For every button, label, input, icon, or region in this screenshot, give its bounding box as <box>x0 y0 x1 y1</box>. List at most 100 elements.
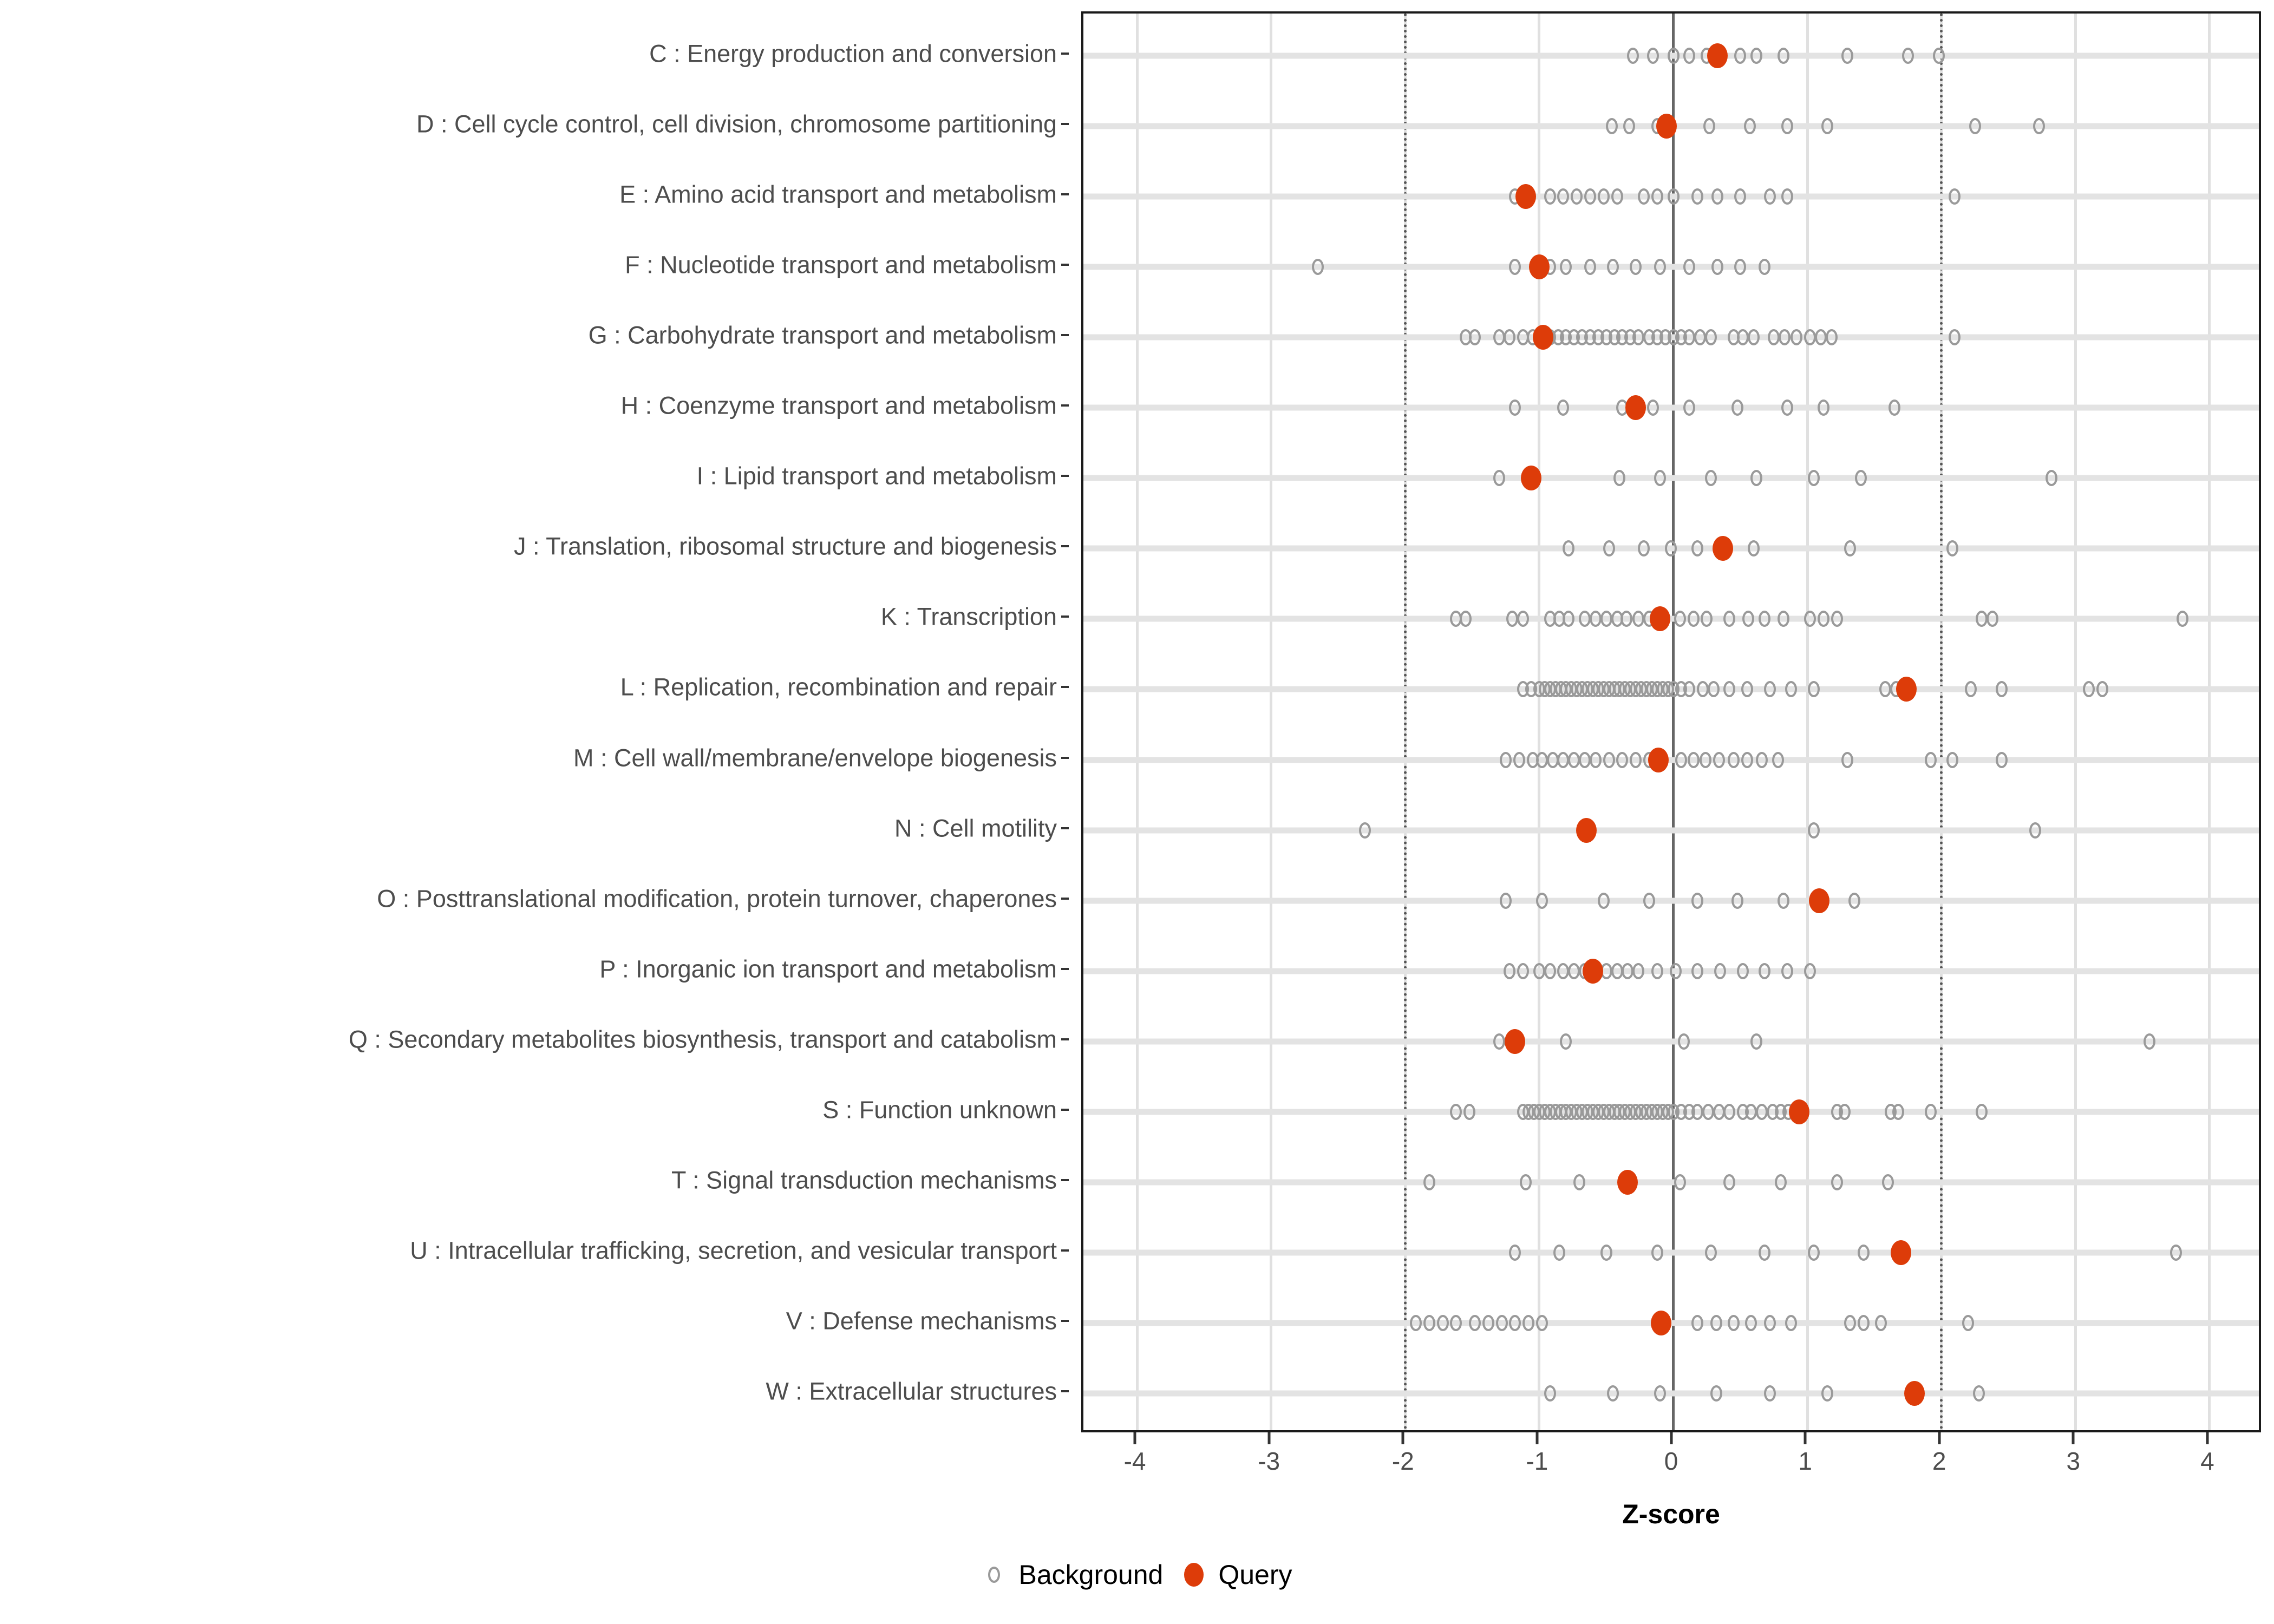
background-point <box>1844 1314 1857 1331</box>
background-point <box>1839 1103 1851 1120</box>
background-point <box>1358 822 1371 839</box>
background-point <box>1607 259 1619 276</box>
query-point <box>1713 536 1734 561</box>
background-point <box>1643 892 1655 909</box>
background-point <box>1600 611 1612 627</box>
x-gridline <box>2208 14 2211 1430</box>
background-point <box>1469 329 1481 346</box>
background-point <box>1976 1103 1988 1120</box>
background-point <box>1654 1385 1666 1402</box>
legend-item-background[interactable]: Background <box>982 1559 1163 1590</box>
y-axis-label-g: G : Carbohydrate transport and metabolis… <box>588 321 1057 349</box>
background-point <box>1742 611 1755 627</box>
y-axis-label-l: L : Replication, recombination and repai… <box>620 673 1057 701</box>
query-point <box>1891 1240 1912 1265</box>
y-tick-mark <box>1061 545 1069 548</box>
legend-item-query[interactable]: Query <box>1181 1559 1292 1590</box>
background-point <box>1493 1033 1505 1050</box>
background-point <box>1699 751 1711 768</box>
background-point <box>1504 962 1516 979</box>
background-point <box>2045 470 2057 487</box>
row-gridline <box>1083 404 2259 411</box>
x-tick-mark <box>1938 1432 1941 1444</box>
query-point <box>1576 817 1597 843</box>
background-point <box>1774 1174 1787 1190</box>
background-point <box>1509 400 1521 416</box>
query-point <box>1656 114 1677 139</box>
background-point <box>1711 188 1724 205</box>
query-point <box>1904 1380 1925 1406</box>
background-point <box>1785 1314 1798 1331</box>
background-point <box>1821 1385 1834 1402</box>
background-point <box>1613 470 1626 487</box>
background-point <box>1312 259 1324 276</box>
background-point <box>1654 470 1666 487</box>
background-point <box>1743 118 1756 135</box>
background-point <box>1996 681 2008 698</box>
background-point <box>1535 1314 1548 1331</box>
background-point <box>1924 1103 1937 1120</box>
x-tick-mark <box>1401 1432 1404 1444</box>
row-gridline <box>1083 1038 2259 1045</box>
background-point <box>1654 259 1666 276</box>
background-point <box>1691 892 1704 909</box>
y-tick-mark <box>1061 686 1069 689</box>
background-point <box>1758 611 1770 627</box>
background-point <box>1848 892 1860 909</box>
background-point <box>1791 329 1803 346</box>
background-point <box>1620 611 1632 627</box>
background-point <box>1611 188 1623 205</box>
background-point <box>1616 751 1629 768</box>
background-point <box>1557 400 1570 416</box>
background-point <box>1553 1244 1566 1261</box>
query-point <box>1809 888 1830 913</box>
background-point <box>1748 329 1760 346</box>
background-point <box>1509 1244 1521 1261</box>
reference-line-2 <box>1940 14 1943 1430</box>
background-point <box>1410 1314 1422 1331</box>
y-axis-label-f: F : Nucleotide transport and metabolism <box>625 251 1057 279</box>
y-tick-mark <box>1061 756 1069 759</box>
y-axis-label-o: O : Posttranslational modification, prot… <box>377 885 1057 913</box>
background-point <box>1704 1244 1717 1261</box>
background-point <box>1825 329 1838 346</box>
background-point <box>1808 681 1820 698</box>
background-point <box>1696 681 1709 698</box>
background-point <box>2170 1244 2182 1261</box>
background-point <box>1881 1174 1894 1190</box>
background-point <box>1683 48 1696 64</box>
background-point <box>1589 611 1602 627</box>
background-point <box>1544 188 1556 205</box>
background-point <box>1499 892 1512 909</box>
x-tick-mark <box>1133 1432 1136 1444</box>
legend-label-query: Query <box>1218 1560 1292 1590</box>
y-tick-mark <box>1061 1319 1069 1322</box>
background-point <box>1544 1385 1556 1402</box>
background-point <box>1603 751 1615 768</box>
query-point <box>1528 254 1550 280</box>
row-gridline <box>1083 615 2259 622</box>
y-axis-label-s: S : Function unknown <box>822 1096 1057 1124</box>
y-tick-mark <box>1061 615 1069 618</box>
background-point <box>1517 611 1530 627</box>
y-axis-label-p: P : Inorganic ion transport and metaboli… <box>599 955 1057 983</box>
background-point <box>1573 1174 1586 1190</box>
background-point <box>1701 611 1713 627</box>
background-point <box>1579 751 1591 768</box>
y-tick-mark <box>1061 264 1069 266</box>
background-point <box>1687 751 1700 768</box>
background-point <box>1734 259 1747 276</box>
background-point <box>1450 1314 1462 1331</box>
background-point <box>1469 1314 1481 1331</box>
background-point <box>1687 611 1700 627</box>
background-point <box>1986 611 1998 627</box>
y-tick-mark <box>1061 967 1069 970</box>
background-point <box>1844 540 1857 557</box>
background-point <box>1678 1033 1690 1050</box>
y-axis-label-n: N : Cell motility <box>894 814 1057 842</box>
background-point <box>1841 751 1854 768</box>
x-tick-label: 2 <box>1932 1447 1946 1475</box>
y-axis-label-e: E : Amino acid transport and metabolism <box>619 180 1057 208</box>
background-point <box>1841 48 1854 64</box>
background-point <box>1694 329 1707 346</box>
